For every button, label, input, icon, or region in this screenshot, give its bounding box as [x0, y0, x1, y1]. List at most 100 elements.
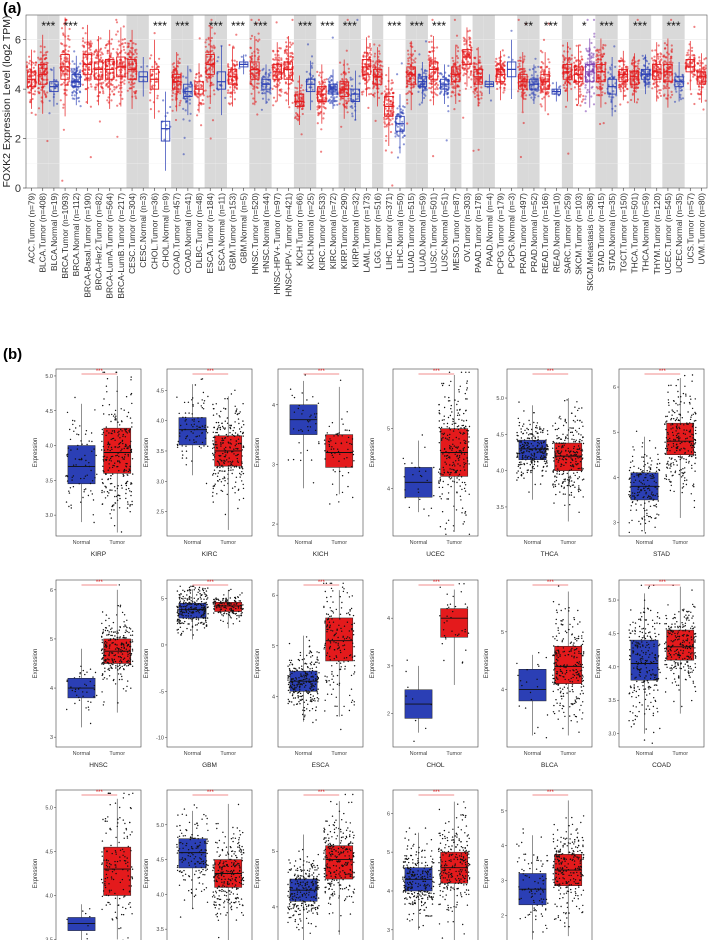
data-point	[123, 48, 126, 51]
data-point	[111, 489, 113, 491]
data-point	[469, 73, 472, 77]
data-point	[385, 74, 388, 77]
data-point	[579, 90, 582, 93]
data-point	[602, 53, 605, 56]
data-point	[318, 81, 321, 84]
data-point	[120, 450, 122, 452]
x-tick-label: BRCA.Tumor (n=1093)	[60, 193, 70, 279]
data-point	[128, 42, 131, 45]
data-point	[84, 433, 87, 435]
x-tick-label: UCEC.Normal (n=35)	[674, 193, 684, 273]
data-point	[115, 371, 117, 373]
data-point	[301, 112, 304, 116]
data-point	[125, 431, 127, 433]
data-point	[110, 446, 113, 449]
data-point	[329, 101, 332, 105]
data-point	[367, 74, 370, 77]
data-point	[182, 75, 185, 78]
data-point	[368, 78, 371, 81]
data-point	[346, 63, 349, 66]
data-point	[691, 46, 694, 49]
significance-label: ***	[432, 19, 446, 33]
data-point	[686, 62, 689, 65]
data-point	[130, 449, 132, 451]
data-point	[641, 54, 644, 57]
data-point	[78, 458, 80, 461]
data-point	[68, 38, 71, 41]
data-point	[112, 415, 115, 417]
x-tick-label: LUSC.Normal (n=51)	[440, 193, 450, 272]
data-point	[213, 93, 216, 96]
data-point	[300, 107, 304, 111]
data-point	[276, 74, 279, 77]
data-point	[584, 86, 587, 89]
data-point	[604, 102, 607, 105]
data-point	[338, 102, 341, 105]
data-point	[116, 454, 119, 456]
data-point	[190, 424, 193, 426]
x-tick-label: LUSC.Tumor (n=501)	[428, 193, 438, 273]
data-point	[586, 18, 589, 21]
data-point	[456, 61, 459, 64]
x-tick-label: UVM.Tumor (n=80)	[696, 193, 706, 265]
data-point	[528, 93, 531, 97]
data-point	[278, 81, 281, 84]
data-point	[214, 473, 217, 475]
data-point	[274, 56, 277, 59]
data-point	[150, 54, 153, 57]
data-point	[523, 67, 526, 70]
data-point	[450, 95, 453, 98]
data-point	[123, 82, 126, 85]
data-point	[383, 121, 386, 124]
data-point	[193, 441, 195, 444]
x-tick-label: LUAD.Tumor (n=515)	[406, 193, 416, 273]
data-point	[117, 460, 119, 463]
data-point	[233, 63, 236, 67]
data-point	[26, 69, 29, 72]
data-point	[186, 435, 189, 437]
data-point	[79, 105, 82, 108]
data-point	[131, 503, 133, 506]
data-point	[194, 384, 197, 386]
data-point	[115, 415, 117, 417]
data-point	[78, 71, 82, 74]
data-point	[406, 102, 409, 105]
data-point	[569, 67, 572, 70]
data-point	[451, 56, 454, 60]
data-point	[101, 53, 104, 56]
data-point	[104, 79, 107, 82]
data-point	[120, 408, 122, 410]
data-point	[347, 67, 350, 70]
data-point	[702, 73, 705, 76]
data-point	[201, 399, 203, 401]
data-point	[197, 402, 199, 404]
data-point	[597, 76, 600, 79]
data-point	[201, 407, 203, 409]
data-point	[330, 78, 333, 82]
data-point	[469, 41, 472, 44]
data-point	[108, 467, 111, 469]
data-point	[132, 82, 135, 85]
data-point	[65, 58, 68, 61]
x-tick-label: READ.Normal (n=10)	[551, 193, 561, 273]
data-point	[579, 95, 582, 98]
data-point	[125, 430, 127, 433]
data-point	[228, 442, 230, 444]
data-point	[37, 87, 40, 90]
data-point	[686, 82, 690, 85]
data-point	[367, 35, 370, 38]
data-point	[116, 104, 119, 107]
data-point	[184, 412, 187, 414]
data-point	[128, 60, 131, 63]
data-point	[679, 98, 683, 101]
data-point	[114, 417, 116, 419]
data-point	[184, 109, 187, 112]
data-point	[198, 75, 201, 78]
data-point	[68, 505, 70, 508]
data-point	[89, 83, 92, 86]
data-point	[637, 62, 640, 65]
data-point	[104, 485, 106, 487]
data-point	[202, 391, 205, 394]
data-point	[112, 473, 114, 475]
data-point	[206, 80, 209, 83]
